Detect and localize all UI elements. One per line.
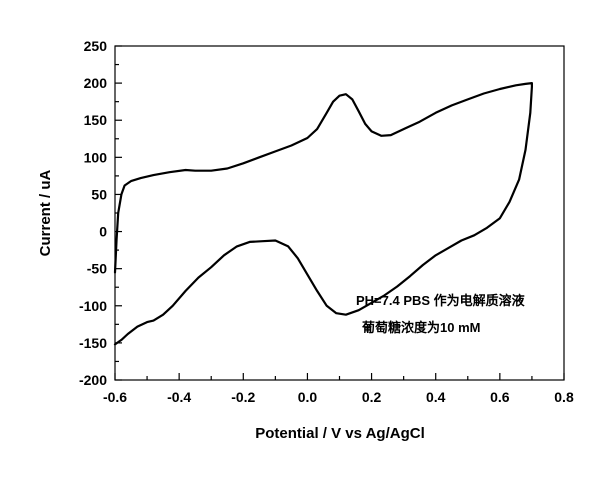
x-tick-label: 0.0 xyxy=(298,389,318,405)
cv-curve-series xyxy=(113,82,533,346)
x-tick-label: 0.6 xyxy=(490,389,510,405)
y-tick-label: -200 xyxy=(79,372,107,388)
y-tick-label: 50 xyxy=(91,186,107,202)
x-tick-label: -0.6 xyxy=(103,389,127,405)
y-tick-label: -50 xyxy=(87,261,107,277)
y-tick-label: 200 xyxy=(84,75,108,91)
y-tick-label: 0 xyxy=(99,224,107,240)
x-tick-label: 0.4 xyxy=(426,389,446,405)
annotation-electrolyte: PH=7.4 PBS 作为电解质溶液 xyxy=(356,293,525,308)
x-tick-label: 0.8 xyxy=(554,389,574,405)
y-axis-title: Current / uA xyxy=(37,170,54,257)
y-axis: -200 -150 -100 -50 0 50 100 150 200 250 xyxy=(79,38,122,388)
y-tick-label: 100 xyxy=(84,149,108,165)
x-axis: -0.6 -0.4 -0.2 0.0 0.2 0.4 0.6 0.8 xyxy=(103,373,574,405)
y-tick-label: 150 xyxy=(84,112,108,128)
y-tick-label: 250 xyxy=(84,38,108,54)
x-tick-label: -0.4 xyxy=(167,389,191,405)
annotation-glucose: 葡萄糖浓度为10 mM xyxy=(361,320,480,335)
x-tick-label: 0.2 xyxy=(362,389,382,405)
y-tick-label: -150 xyxy=(79,335,107,351)
x-axis-title: Potential / V vs Ag/AgCl xyxy=(255,425,424,442)
x-tick-label: -0.2 xyxy=(231,389,255,405)
y-tick-label: -100 xyxy=(79,298,107,314)
